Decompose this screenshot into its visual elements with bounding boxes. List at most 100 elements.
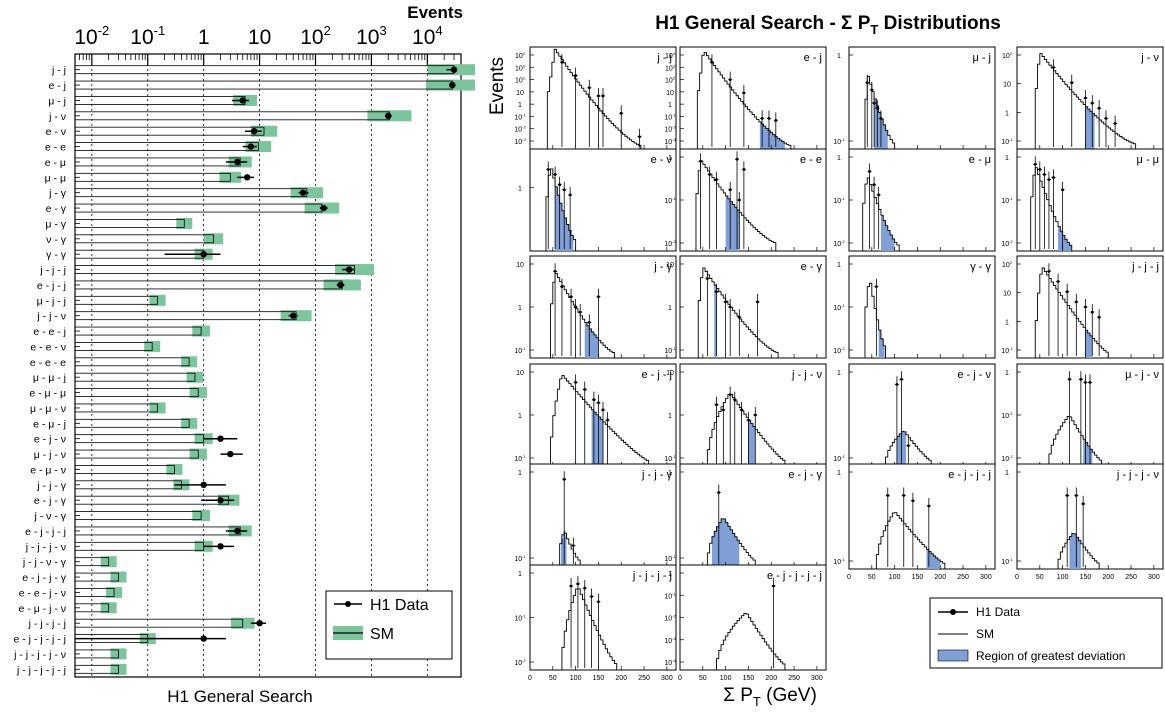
deviation-region xyxy=(1058,226,1075,251)
data-point xyxy=(874,285,878,288)
panel-y-tick-label: 102 xyxy=(665,76,676,85)
data-point xyxy=(568,193,572,197)
sm-histogram xyxy=(1034,53,1137,149)
panel-y-tick-label: 1 xyxy=(668,571,672,578)
data-point xyxy=(1047,178,1051,182)
panel-x-tick-label: 0 xyxy=(678,675,682,682)
data-point xyxy=(1047,269,1051,273)
sm-histogram xyxy=(1034,267,1109,358)
data-point xyxy=(597,600,600,604)
panel-y-tick-label: 1 xyxy=(1005,370,1009,377)
left-category-label: μ - γ xyxy=(45,218,66,230)
panel-frame xyxy=(848,46,996,150)
panel-label: j - j - j - ν xyxy=(1116,469,1160,481)
left-tick-label: 102 xyxy=(300,23,331,49)
left-events-label: Events xyxy=(407,3,463,22)
data-point xyxy=(1088,380,1092,384)
panel-frame xyxy=(1016,363,1164,467)
sm-histogram xyxy=(1057,533,1100,569)
panel-y-tick-label: 10-1 xyxy=(514,112,526,121)
panel-label: j - j - j xyxy=(1131,261,1159,273)
panel-frame xyxy=(848,148,996,252)
left-category-label: e - j xyxy=(48,80,66,92)
panel-y-tick-label: 10-1 xyxy=(833,454,845,463)
data-point xyxy=(875,106,879,110)
panel-x-tick-label: 100 xyxy=(889,574,901,581)
left-category-label: j - j - j xyxy=(39,265,66,277)
panel-y-tick-label: 10-1 xyxy=(833,196,845,205)
panel-label: j - j - γ xyxy=(641,469,672,481)
data-point xyxy=(597,94,600,98)
data-point xyxy=(553,173,557,176)
panel-frame xyxy=(1016,46,1164,150)
sm-bar xyxy=(74,403,158,413)
data-point xyxy=(638,135,641,139)
data-point xyxy=(243,174,251,181)
sm-bar xyxy=(74,511,202,520)
panel-y-tick-label: 10 xyxy=(666,262,674,269)
data-point xyxy=(597,295,600,299)
data-point xyxy=(1074,300,1078,304)
histogram-panel: j - ν 102 10 1 10-1 xyxy=(1001,46,1164,150)
panel-frame xyxy=(1016,148,1164,252)
data-point xyxy=(200,481,207,489)
data-point xyxy=(587,86,591,90)
histogram-panel: e - e 1 10-1 10-2 xyxy=(664,148,827,252)
panel-y-tick-label: 1 xyxy=(837,470,841,477)
panel-y-tick-label: 1 xyxy=(837,370,841,377)
data-point xyxy=(569,295,573,299)
panel-y-tick-label: 1 xyxy=(518,413,522,420)
data-point xyxy=(574,74,578,77)
panel-label: e - j xyxy=(804,52,822,64)
sm-bar xyxy=(74,541,205,551)
data-point xyxy=(1081,502,1085,506)
panel-y-tick-label: 1 xyxy=(668,155,672,162)
panel-y-tick-label: 10 xyxy=(516,262,524,269)
panel-x-tick-label: 300 xyxy=(980,574,992,581)
panel-y-tick-label: 10-2 xyxy=(833,346,845,355)
panel-y-tick-label: 10-1 xyxy=(1001,411,1013,420)
data-point xyxy=(250,127,258,135)
panel-frame xyxy=(1016,255,1164,359)
left-category-label: μ - μ - j xyxy=(33,372,66,384)
sm-bar xyxy=(74,664,119,674)
left-category-label: e - e - ν xyxy=(30,341,66,353)
data-point xyxy=(1104,117,1108,120)
data-point xyxy=(753,413,757,417)
left-tick-label: 104 xyxy=(412,23,443,49)
panel-y-tick-label: 10-2 xyxy=(664,125,676,134)
panel-y-tick-label: 103 xyxy=(515,63,526,72)
panel-x-tick-label: 0 xyxy=(528,675,532,682)
panel-y-tick-label: 1 xyxy=(668,102,672,109)
data-point xyxy=(1042,173,1046,176)
deviation-region xyxy=(1069,533,1081,569)
panel-frame xyxy=(679,148,827,252)
panel-y-tick-label: 10 xyxy=(1003,82,1011,89)
sm-bar xyxy=(74,265,355,274)
panel-y-tick-label: 1 xyxy=(837,155,841,162)
panel-y-tick-label: 1 xyxy=(518,186,522,193)
left-category-label: μ - j - ν xyxy=(34,449,66,461)
panel-y-tick-label: 1 xyxy=(837,53,841,60)
sm-bar xyxy=(74,111,390,121)
panel-label: μ - j xyxy=(972,52,991,64)
sm-histogram xyxy=(695,160,777,251)
data-point xyxy=(587,320,591,324)
left-tick-label: 10 xyxy=(248,26,271,49)
panel-frame xyxy=(1016,463,1164,570)
panel-x-tick-label: 100 xyxy=(720,675,732,682)
left-chart: Events 10-2 10-1 1 10 102 103 104 j - j e - j μ … xyxy=(13,3,475,706)
panel-x-tick-label: 200 xyxy=(934,574,946,581)
data-point xyxy=(385,112,392,120)
panel-y-tick-label: 1 xyxy=(518,102,522,109)
data-point xyxy=(742,91,746,95)
left-category-label: μ - j xyxy=(48,95,66,107)
data-point xyxy=(906,444,910,447)
panel-y-tick-label: 10-1 xyxy=(514,454,526,463)
panel-label: e - j - γ xyxy=(788,469,822,481)
left-category-label: j - ν - γ xyxy=(34,511,67,523)
data-point xyxy=(1084,96,1087,100)
data-point xyxy=(553,269,557,273)
